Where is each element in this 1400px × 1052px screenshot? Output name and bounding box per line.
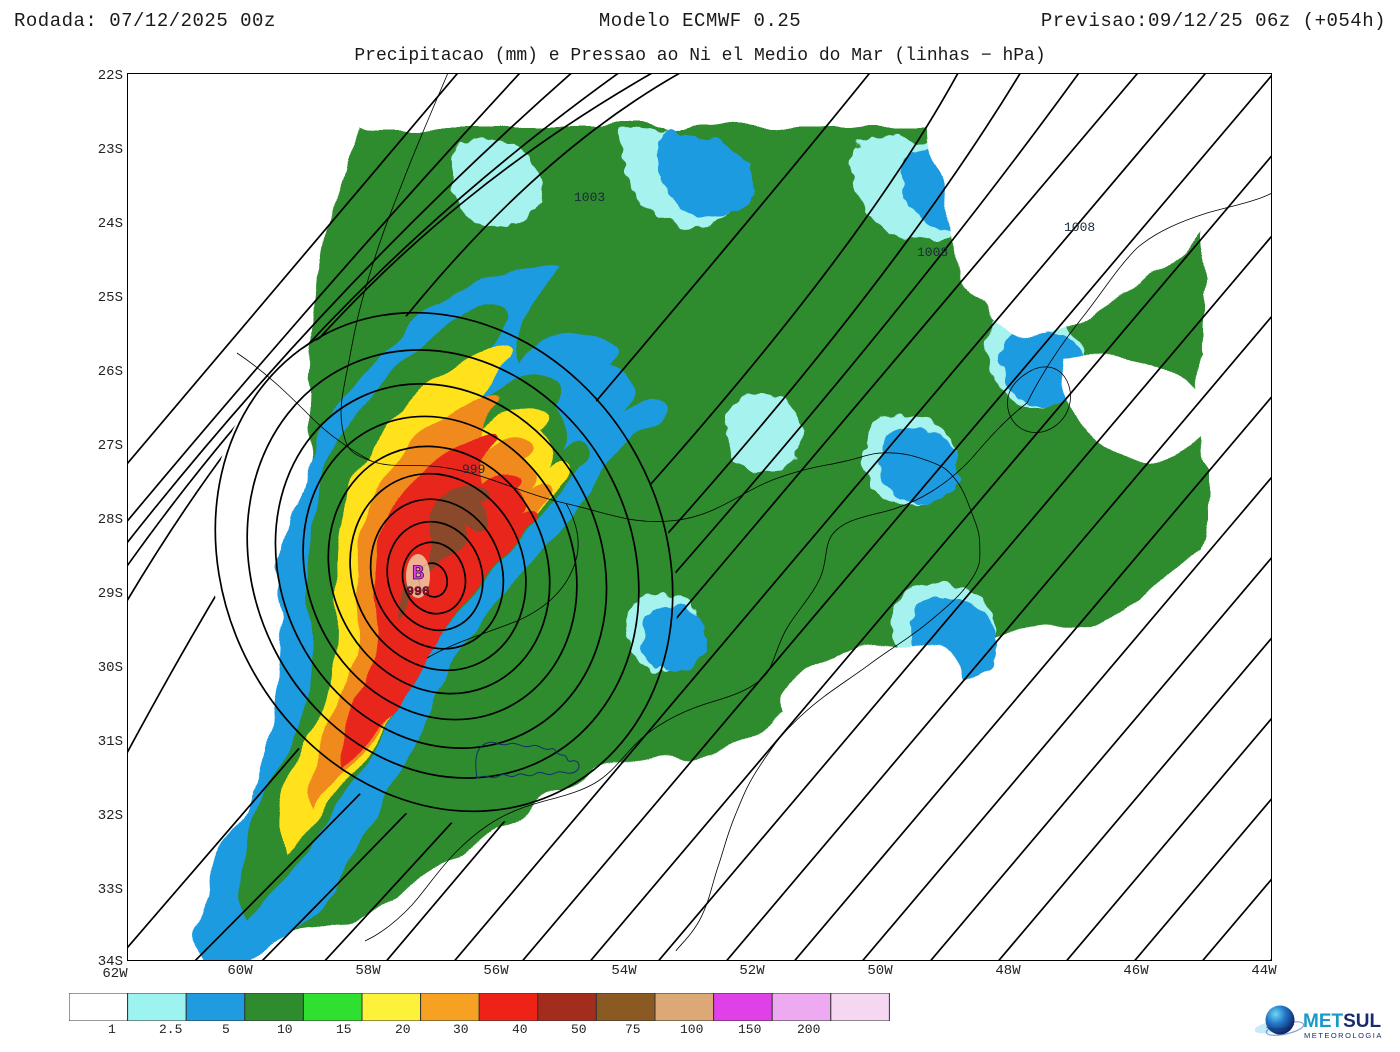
svg-text:996: 996 [406, 584, 430, 599]
svg-text:B: B [412, 563, 424, 586]
svg-text:999: 999 [462, 462, 485, 477]
svg-text:1008: 1008 [917, 245, 948, 260]
svg-text:1003: 1003 [574, 190, 605, 205]
svg-text:1008: 1008 [1064, 220, 1095, 235]
svg-text:METEOROLOGIA: METEOROLOGIA [1304, 1031, 1383, 1040]
svg-text:METSUL: METSUL [1303, 1011, 1382, 1032]
